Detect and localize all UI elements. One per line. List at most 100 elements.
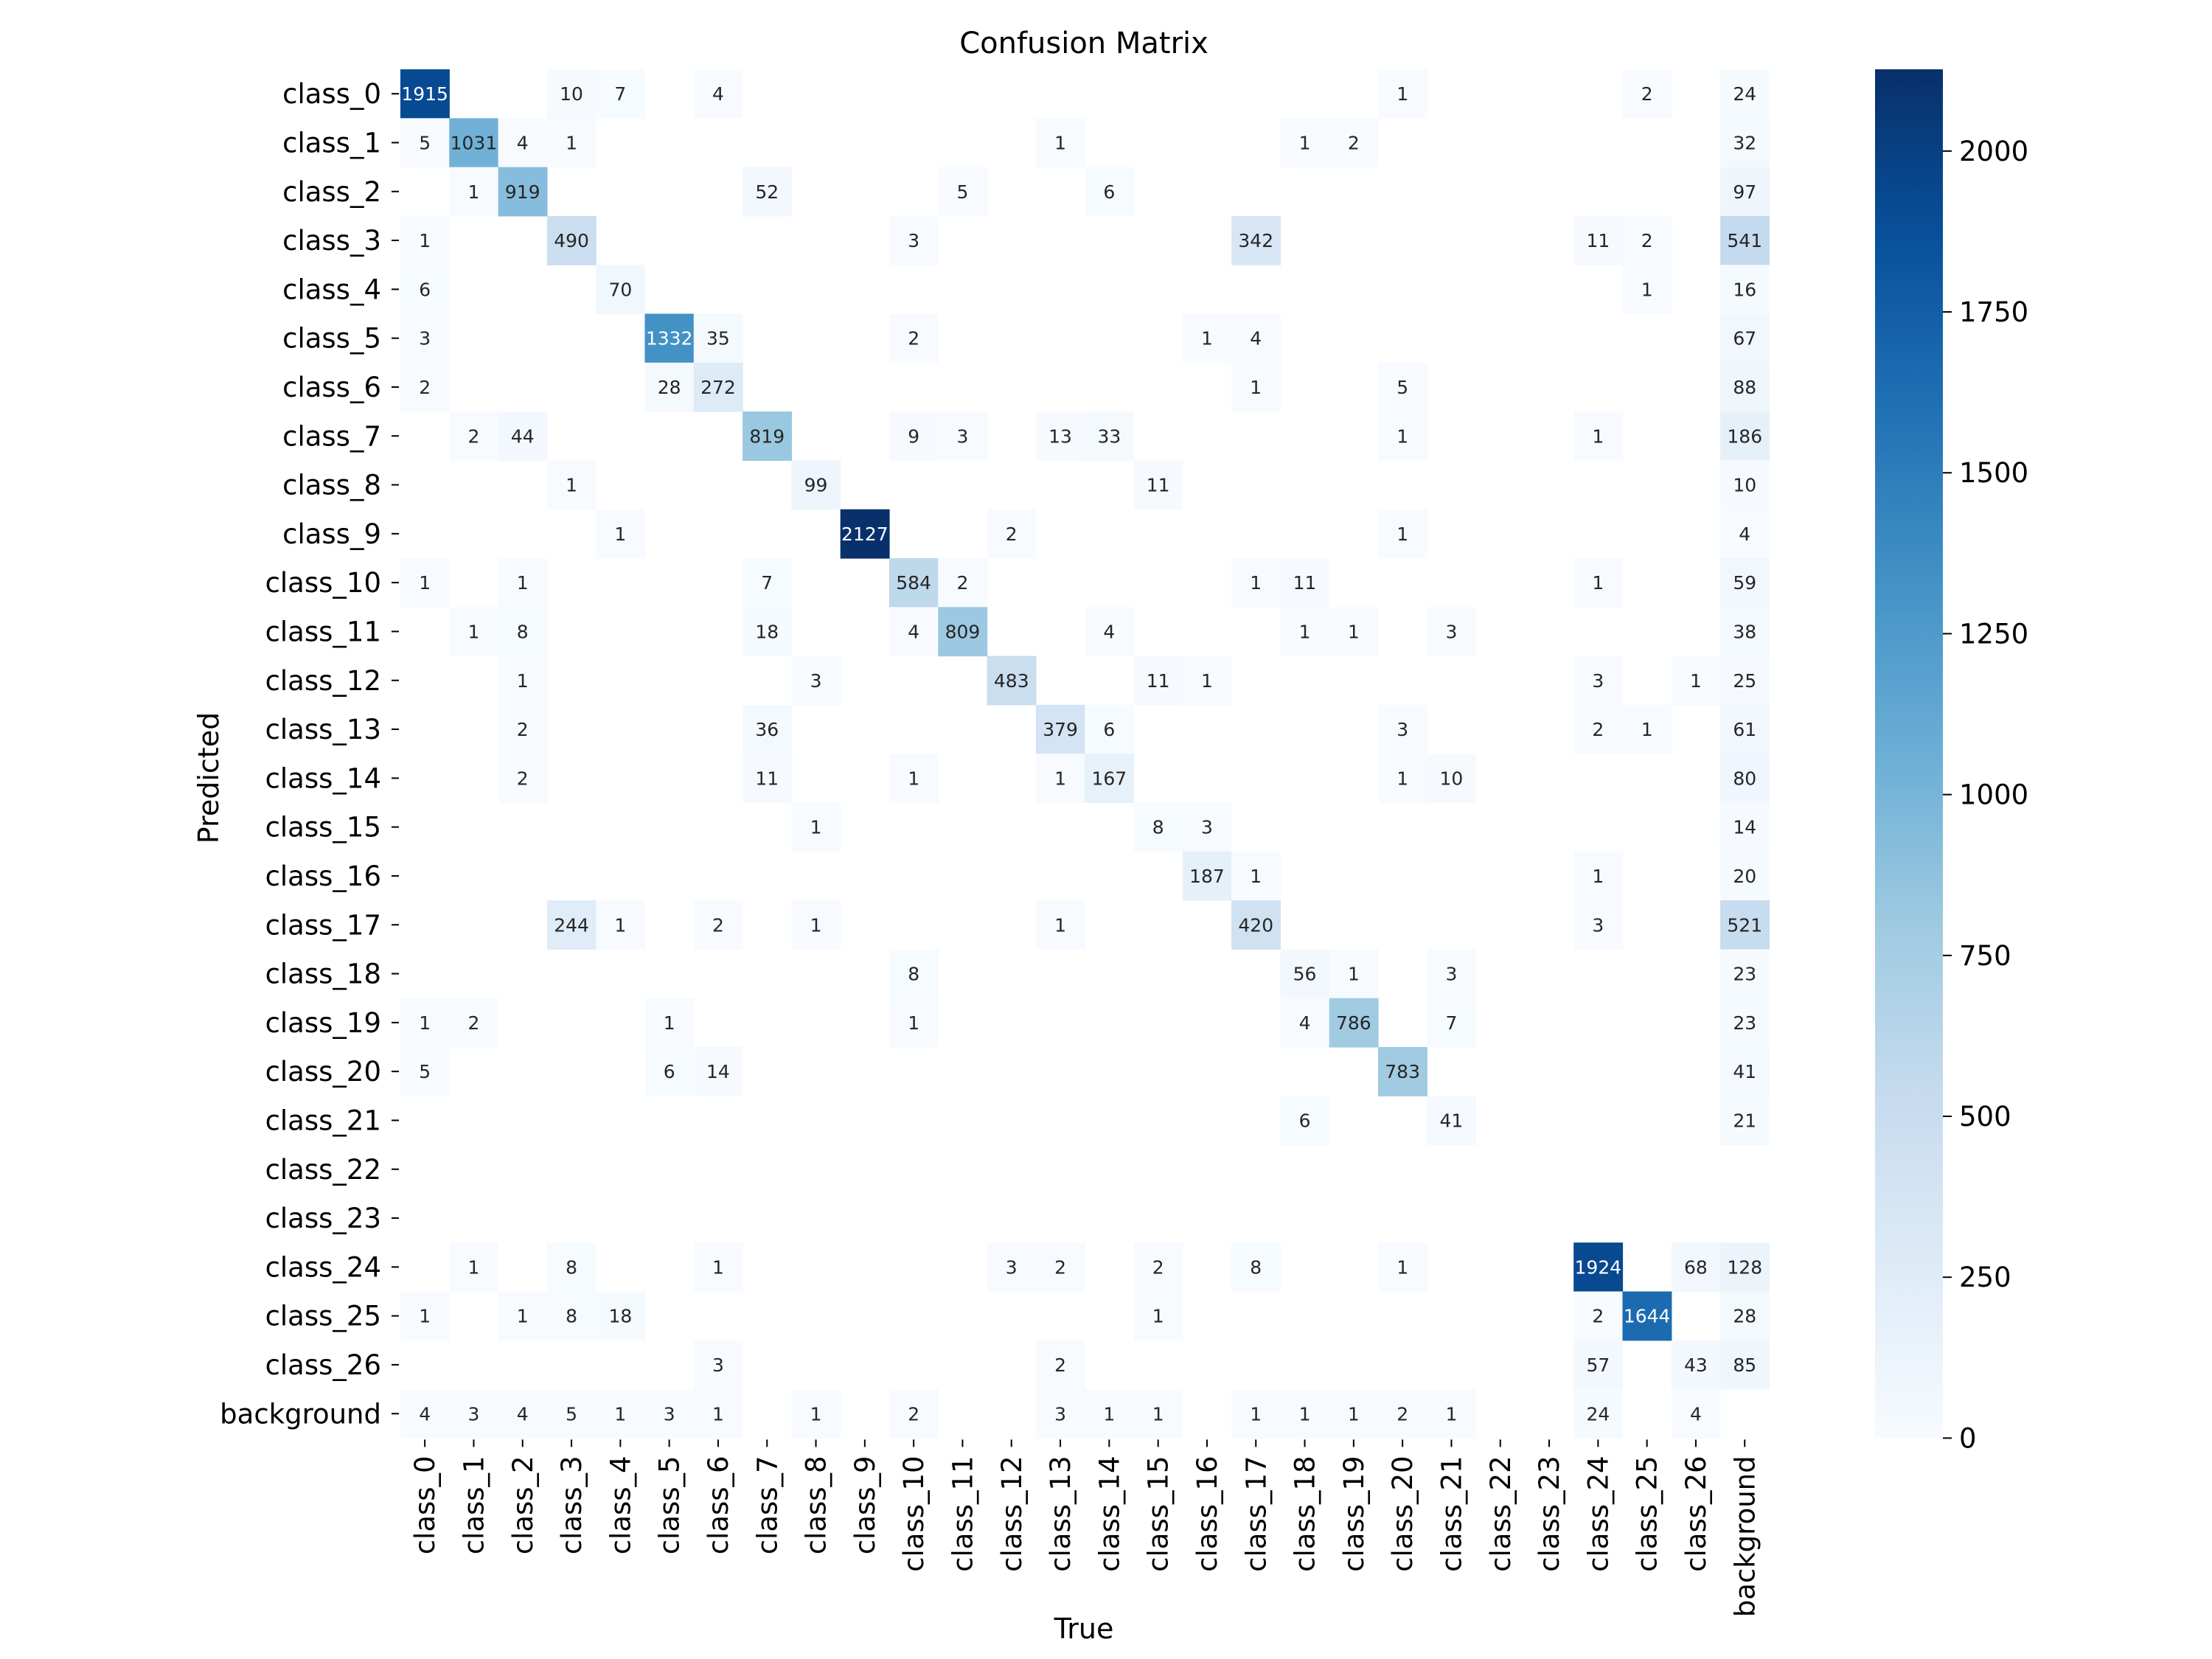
heatmap-cell-value: 11 [755,768,779,789]
y-tick-label: class_9 [282,518,381,550]
heatmap-cell-value: 4 [1103,621,1115,642]
heatmap-cell [498,655,548,706]
x-tick-label: class_16 [1192,1455,1223,1571]
heatmap-cell [1231,851,1281,901]
heatmap-cell-value: 56 [1293,964,1317,985]
heatmap-cell [1231,313,1281,364]
heatmap-cell [693,1242,743,1293]
heatmap-cell [400,998,450,1048]
heatmap-cell-value: 59 [1733,572,1756,594]
x-tick-label: class_1 [458,1455,490,1554]
y-tick-label: class_2 [282,176,381,208]
heatmap-cell [1035,1389,1085,1439]
heatmap-cell [1378,362,1427,412]
heatmap-cell-value: 11 [1147,475,1170,496]
x-tick-label: class_9 [849,1455,881,1554]
heatmap-cell-value: 3 [1592,914,1604,936]
heatmap-cell-value: 1 [1592,572,1604,594]
heatmap-cell-value: 3 [419,328,431,349]
heatmap-cell [742,607,792,657]
heatmap-cell-value: 57 [1586,1354,1610,1376]
heatmap-cell [1720,607,1770,657]
heatmap-cell-value: 52 [755,181,779,203]
heatmap-cell-value: 4 [1299,1012,1311,1034]
heatmap-cell-value: 4 [1250,328,1262,349]
x-tick-label: class_20 [1387,1455,1419,1571]
heatmap-cell-value: 3 [1445,964,1457,985]
heatmap-cell-value: 167 [1091,768,1127,789]
heatmap-cell [400,215,450,265]
x-tick-label: class_5 [654,1455,686,1554]
heatmap-cell-value: 88 [1733,377,1756,398]
x-tick-label: class_10 [898,1455,930,1571]
heatmap-cell [1378,704,1427,754]
heatmap-cell-value: 8 [1250,1256,1262,1278]
heatmap-cell-value: 1 [1397,768,1408,789]
heatmap-cell-value: 2 [908,1403,919,1425]
heatmap-cell-value: 2 [956,572,968,594]
heatmap-cell-value: 483 [994,670,1029,692]
heatmap-cell [1720,754,1770,804]
heatmap-cell [1720,1242,1770,1293]
heatmap-cell [791,1389,841,1439]
y-tick-label: class_14 [265,762,381,794]
heatmap-cell [1329,1389,1379,1439]
heatmap-cell-value: 1 [1201,328,1213,349]
heatmap-cell [1622,265,1672,315]
heatmap-cell [546,1242,597,1293]
y-tick-label: class_8 [282,470,381,501]
heatmap-cell-value: 1 [1397,83,1408,105]
heatmap-cell [498,167,548,217]
heatmap-cell [1671,1242,1721,1293]
heatmap-cell [889,215,939,265]
heatmap-cell-value: 5 [419,132,431,153]
heatmap-cell-value: 1924 [1575,1256,1622,1278]
heatmap-cell-value: 420 [1238,914,1273,936]
heatmap-cell [693,1047,743,1096]
heatmap-cell-value: 2 [1348,132,1360,153]
heatmap-cell [644,1047,695,1096]
heatmap-cell [644,362,695,412]
heatmap-cell-value: 2 [1152,1256,1164,1278]
y-tick-label: class_4 [282,274,381,305]
heatmap-cell-value: 2 [517,719,529,740]
heatmap-cell-value: 11 [1293,572,1317,594]
heatmap-cell-value: 14 [706,1061,730,1082]
heatmap-cell-value: 809 [945,621,981,642]
colorbar-gradient [1875,69,1943,1439]
heatmap-cell [1085,1389,1135,1439]
heatmap-cell-value: 68 [1684,1256,1708,1278]
heatmap-cell [1378,69,1427,119]
heatmap-cell [1573,1340,1624,1390]
y-tick-label: class_6 [282,372,381,403]
heatmap-cell-value: 28 [658,377,681,398]
heatmap-cell [1720,215,1770,265]
heatmap-cell [889,1389,939,1439]
heatmap-cell-value: 1 [810,1403,822,1425]
heatmap-cell [693,900,743,950]
heatmap-cell [1573,851,1624,901]
heatmap-cell [938,558,988,608]
heatmap-cell-value: 1 [419,572,431,594]
heatmap-cell-value: 1 [1054,914,1066,936]
heatmap-cell [1378,509,1427,559]
y-tick-label: class_0 [282,78,381,110]
heatmap-cell-value: 1 [517,572,529,594]
heatmap-cell-value: 2 [712,914,724,936]
heatmap-cell [546,900,597,950]
heatmap-cell-value: 4 [712,83,724,105]
heatmap-cell [1035,411,1085,461]
heatmap-cell [1133,802,1183,852]
heatmap-cell [1133,1291,1183,1341]
heatmap-cell [742,411,792,461]
heatmap-cell [1622,69,1672,119]
heatmap-cell [1182,802,1232,852]
heatmap-cell-value: 1 [1397,425,1408,447]
heatmap-cell-value: 3 [664,1403,675,1425]
y-tick-label: class_21 [265,1105,381,1136]
heatmap-cell-value: 5 [566,1403,577,1425]
heatmap-cell [596,69,646,119]
heatmap-cell [1573,1242,1624,1293]
y-tick-label: class_25 [265,1301,381,1332]
heatmap-cell [1085,607,1135,657]
